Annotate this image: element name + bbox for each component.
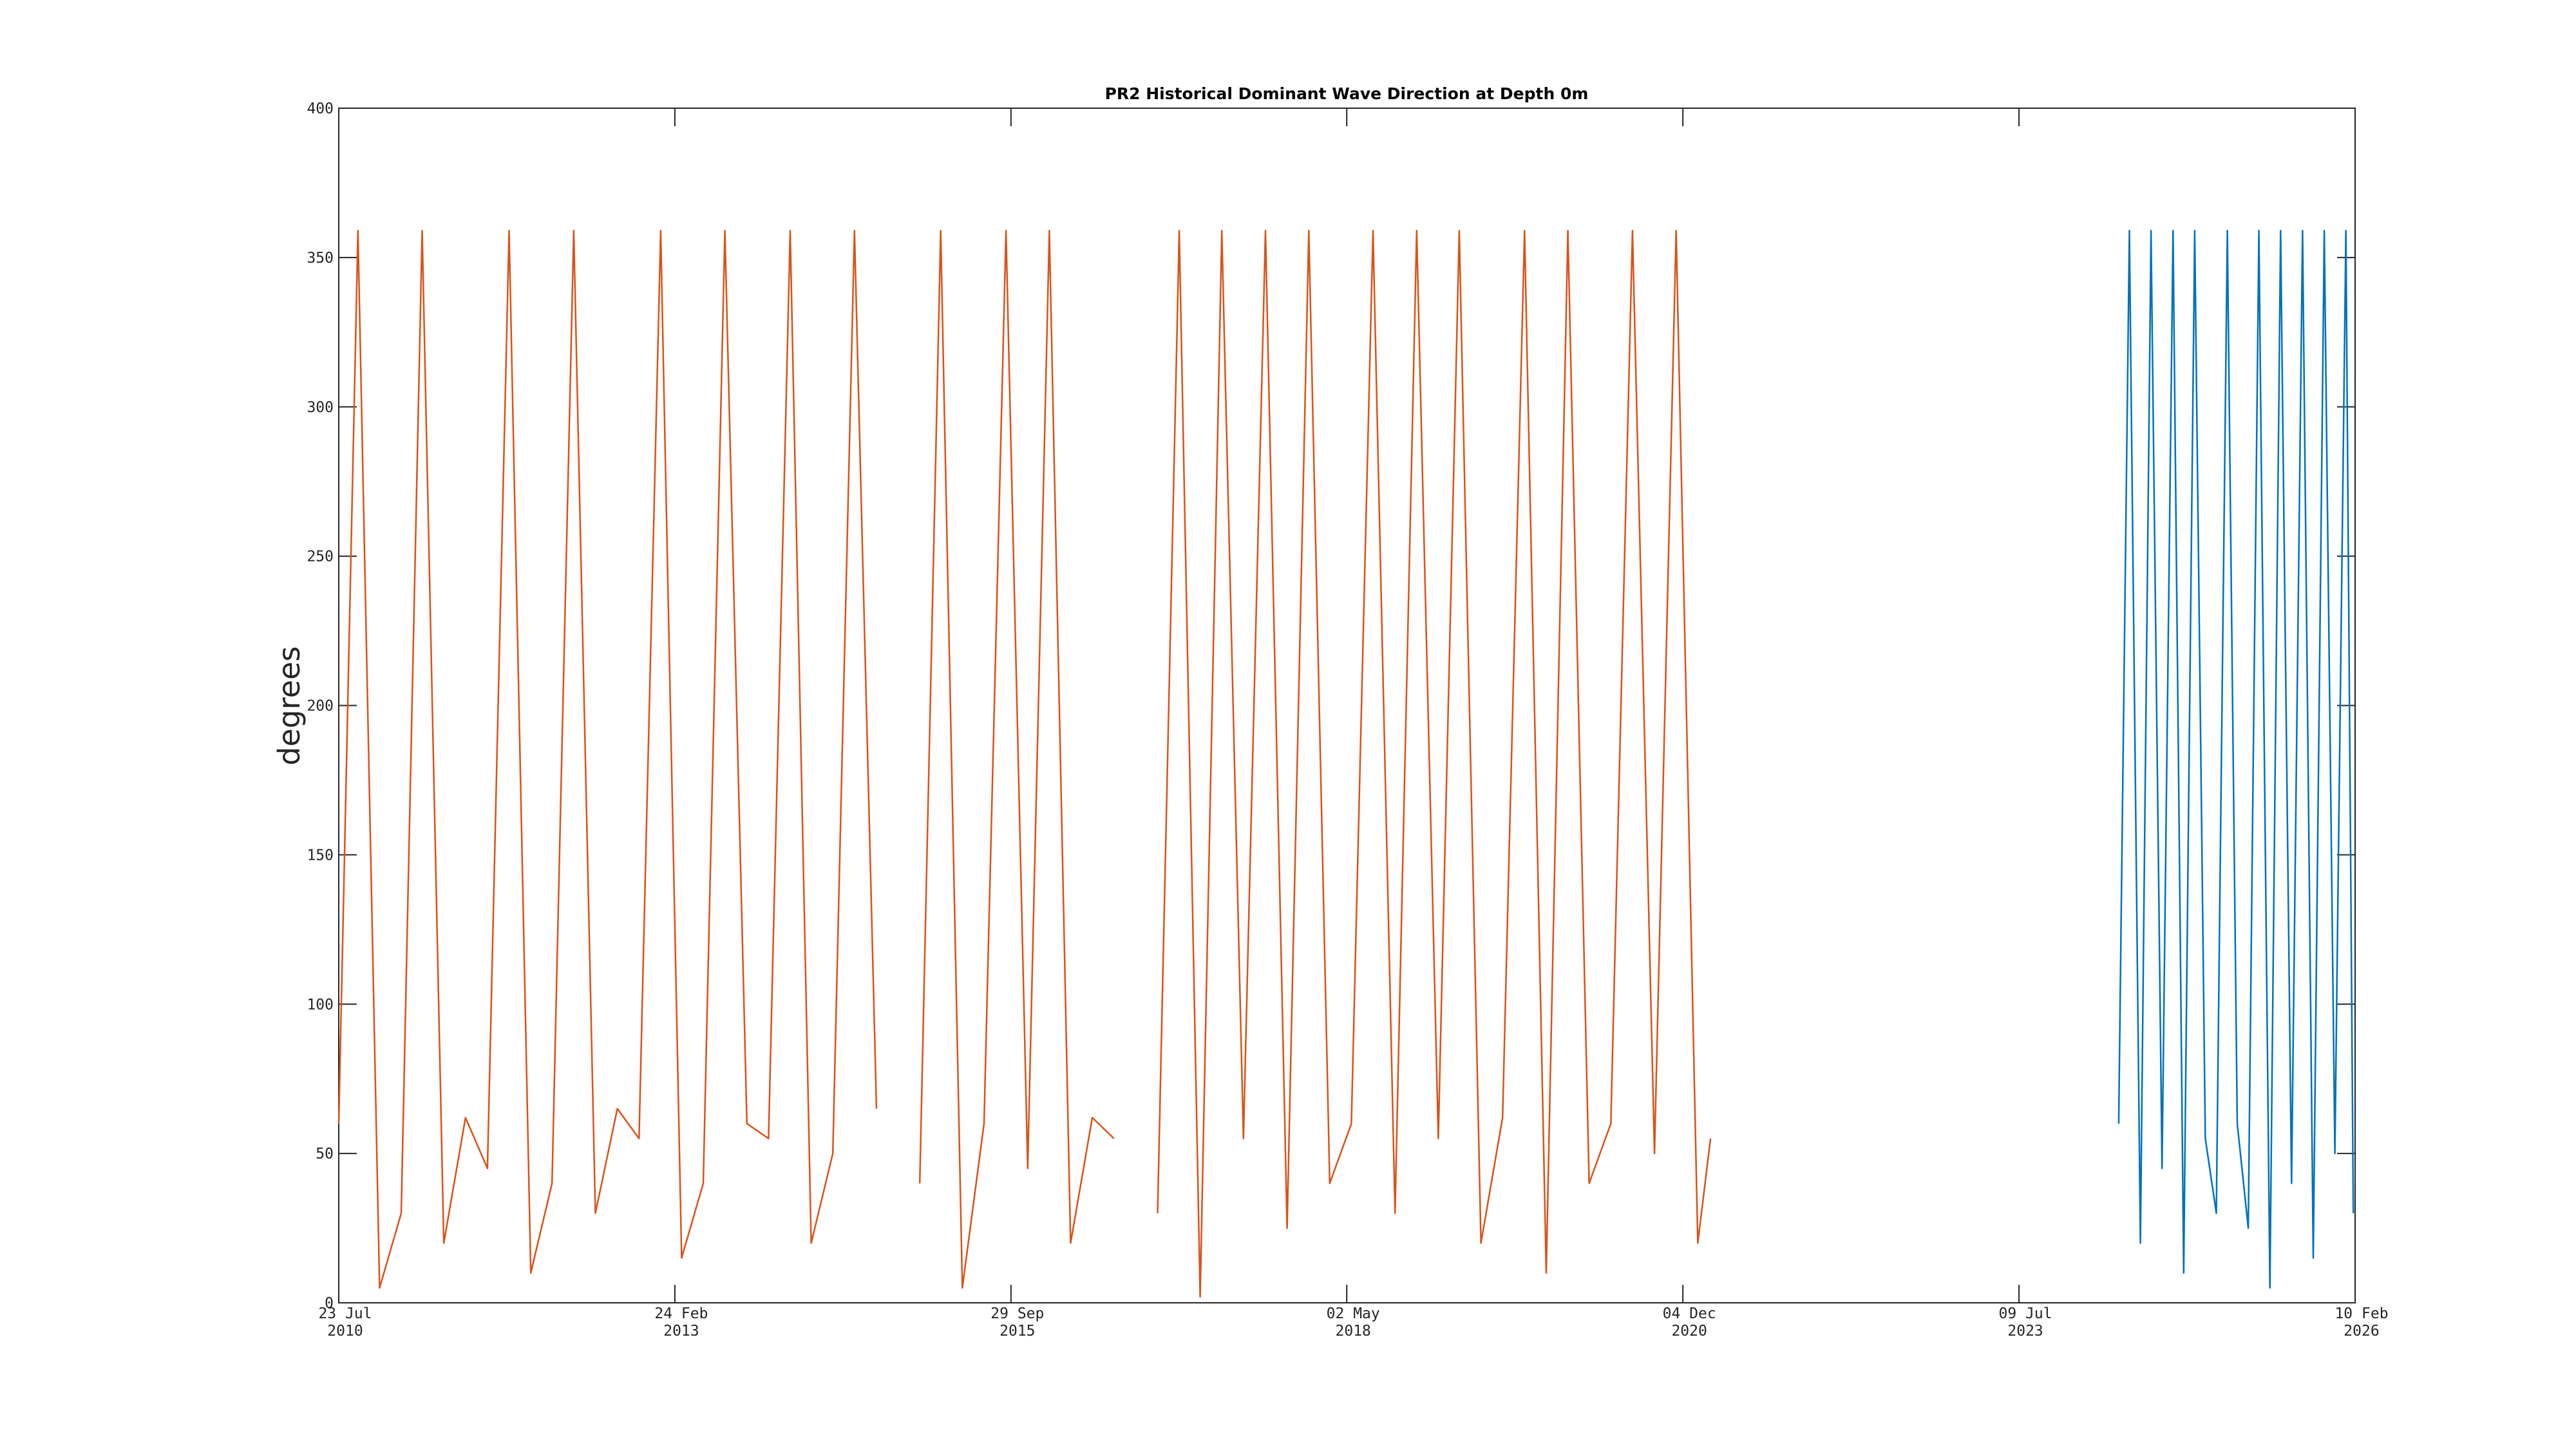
- axes-box: [338, 108, 2356, 1303]
- x-tick-label: 10 Feb 2026: [2334, 1305, 2388, 1340]
- x-tick-label-line: 2023: [2007, 1323, 2043, 1340]
- x-tick-label-line: 2010: [327, 1323, 363, 1340]
- x-tick-label: 29 Sep 2015: [990, 1305, 1044, 1340]
- chart-title: PR2 Historical Dominant Wave Direction a…: [1105, 84, 1589, 103]
- x-tick-label-line: 2020: [1671, 1323, 1707, 1340]
- x-tick-label-line: 2015: [999, 1323, 1035, 1340]
- x-tick-label: 09 Jul 2023: [1999, 1305, 2052, 1340]
- x-tick-label-line: 2013: [663, 1323, 699, 1340]
- y-tick-label: 150: [307, 847, 334, 864]
- x-tick-label-line: 09 Jul: [1999, 1305, 2052, 1322]
- y-axis-label: degrees: [272, 646, 307, 765]
- y-tick-label: 100: [307, 996, 334, 1013]
- x-tick-label-line: 24 Feb: [654, 1305, 708, 1322]
- x-tick-label-line: 23 Jul: [318, 1305, 372, 1322]
- y-tick-label: 350: [307, 250, 334, 267]
- data-line: [2117, 229, 2354, 1289]
- y-tick-label: 400: [307, 100, 334, 117]
- x-tick-label-line: 02 May: [1327, 1305, 1380, 1322]
- y-tick-label: 200: [307, 698, 334, 715]
- y-tick-label: 300: [307, 399, 334, 416]
- x-tick-label-line: 2026: [2344, 1323, 2379, 1340]
- x-tick-label: 04 Dec 2020: [1663, 1305, 1716, 1340]
- y-tick-label: 0: [325, 1295, 334, 1312]
- x-tick-label-line: 04 Dec: [1663, 1305, 1716, 1322]
- x-tick-label-line: 10 Feb: [2334, 1305, 2388, 1322]
- x-tick-label-line: 29 Sep: [990, 1305, 1044, 1322]
- x-tick-label: 24 Feb 2013: [654, 1305, 708, 1340]
- x-tick-label: 23 Jul 2010: [318, 1305, 372, 1340]
- data-line: [337, 229, 1712, 1298]
- x-tick-label-line: 2018: [1336, 1323, 1371, 1340]
- x-tick-label: 02 May 2018: [1327, 1305, 1380, 1340]
- y-tick-label: 250: [307, 549, 334, 565]
- y-tick-label: 50: [316, 1146, 334, 1162]
